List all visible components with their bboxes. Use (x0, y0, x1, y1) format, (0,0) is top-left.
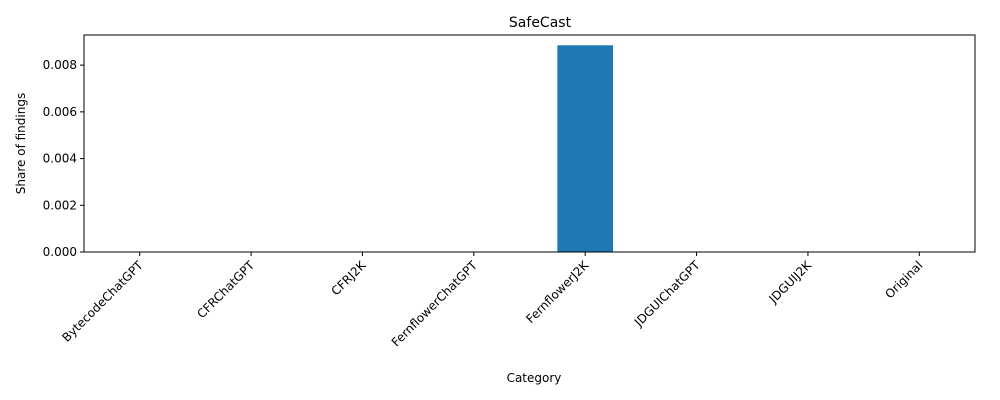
x-axis-label: Category (507, 371, 562, 385)
x-tick-label: JDGUIChatGPT (631, 258, 703, 330)
y-tick-label: 0.008 (43, 58, 77, 72)
x-tick-label: FernflowerJ2K (523, 257, 592, 326)
x-tick-label: FernflowerChatGPT (389, 258, 481, 350)
y-axis: 0.000 0.002 0.004 0.006 0.008 (43, 58, 84, 259)
y-tick-label: 0.000 (43, 245, 77, 259)
bar (557, 45, 614, 253)
plot-frame (83, 34, 976, 253)
x-tick-label: JDGUIJ2K (766, 257, 815, 306)
chart-title: SafeCast (509, 15, 572, 31)
y-axis-label: Share of findings (14, 93, 28, 194)
y-tick-label: 0.002 (43, 198, 77, 212)
x-tick-label: Original (882, 258, 925, 301)
x-axis: BytecodeChatGPT CFRChatGPT CFRJ2K Fernflowe… (59, 252, 925, 349)
x-tick-label: BytecodeChatGPT (59, 258, 146, 345)
x-tick-label: CFRJ2K (328, 257, 369, 298)
y-tick-label: 0.004 (43, 152, 77, 166)
y-tick-label: 0.006 (43, 105, 77, 119)
bars-group (557, 45, 614, 253)
x-tick-label: CFRChatGPT (194, 258, 257, 321)
